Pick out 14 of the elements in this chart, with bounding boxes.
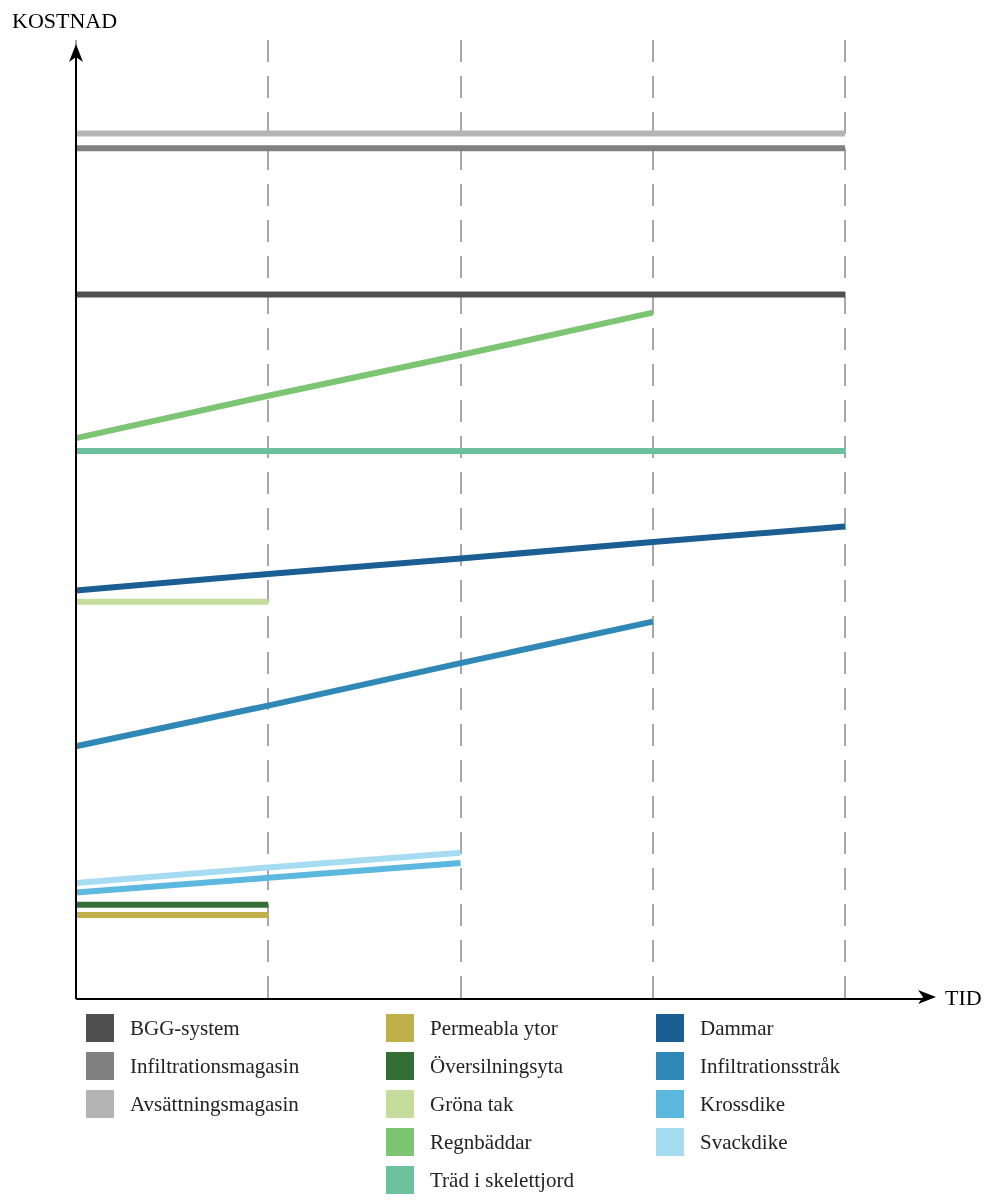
legend-label: Infiltrationsmagasin xyxy=(130,1053,300,1079)
legend-label: Avsättningsmagasin xyxy=(130,1091,299,1117)
legend-label: Dammar xyxy=(700,1015,774,1041)
legend-label: Gröna tak xyxy=(430,1091,514,1117)
legend-label: Översilningsyta xyxy=(430,1053,563,1079)
y-axis-title: KOSTNAD xyxy=(12,7,118,33)
legend-label: Regnbäddar xyxy=(430,1129,532,1155)
legend-label: Krossdike xyxy=(700,1091,786,1117)
x-axis-title: TID xyxy=(945,984,982,1010)
legend-label: Permeabla ytor xyxy=(430,1015,558,1041)
legend-label: BGG-system xyxy=(130,1015,240,1041)
legend-label: Infiltrationsstråk xyxy=(700,1053,840,1079)
legend-label: Svackdike xyxy=(700,1129,788,1155)
legend-label: Träd i skelettjord xyxy=(430,1167,574,1193)
